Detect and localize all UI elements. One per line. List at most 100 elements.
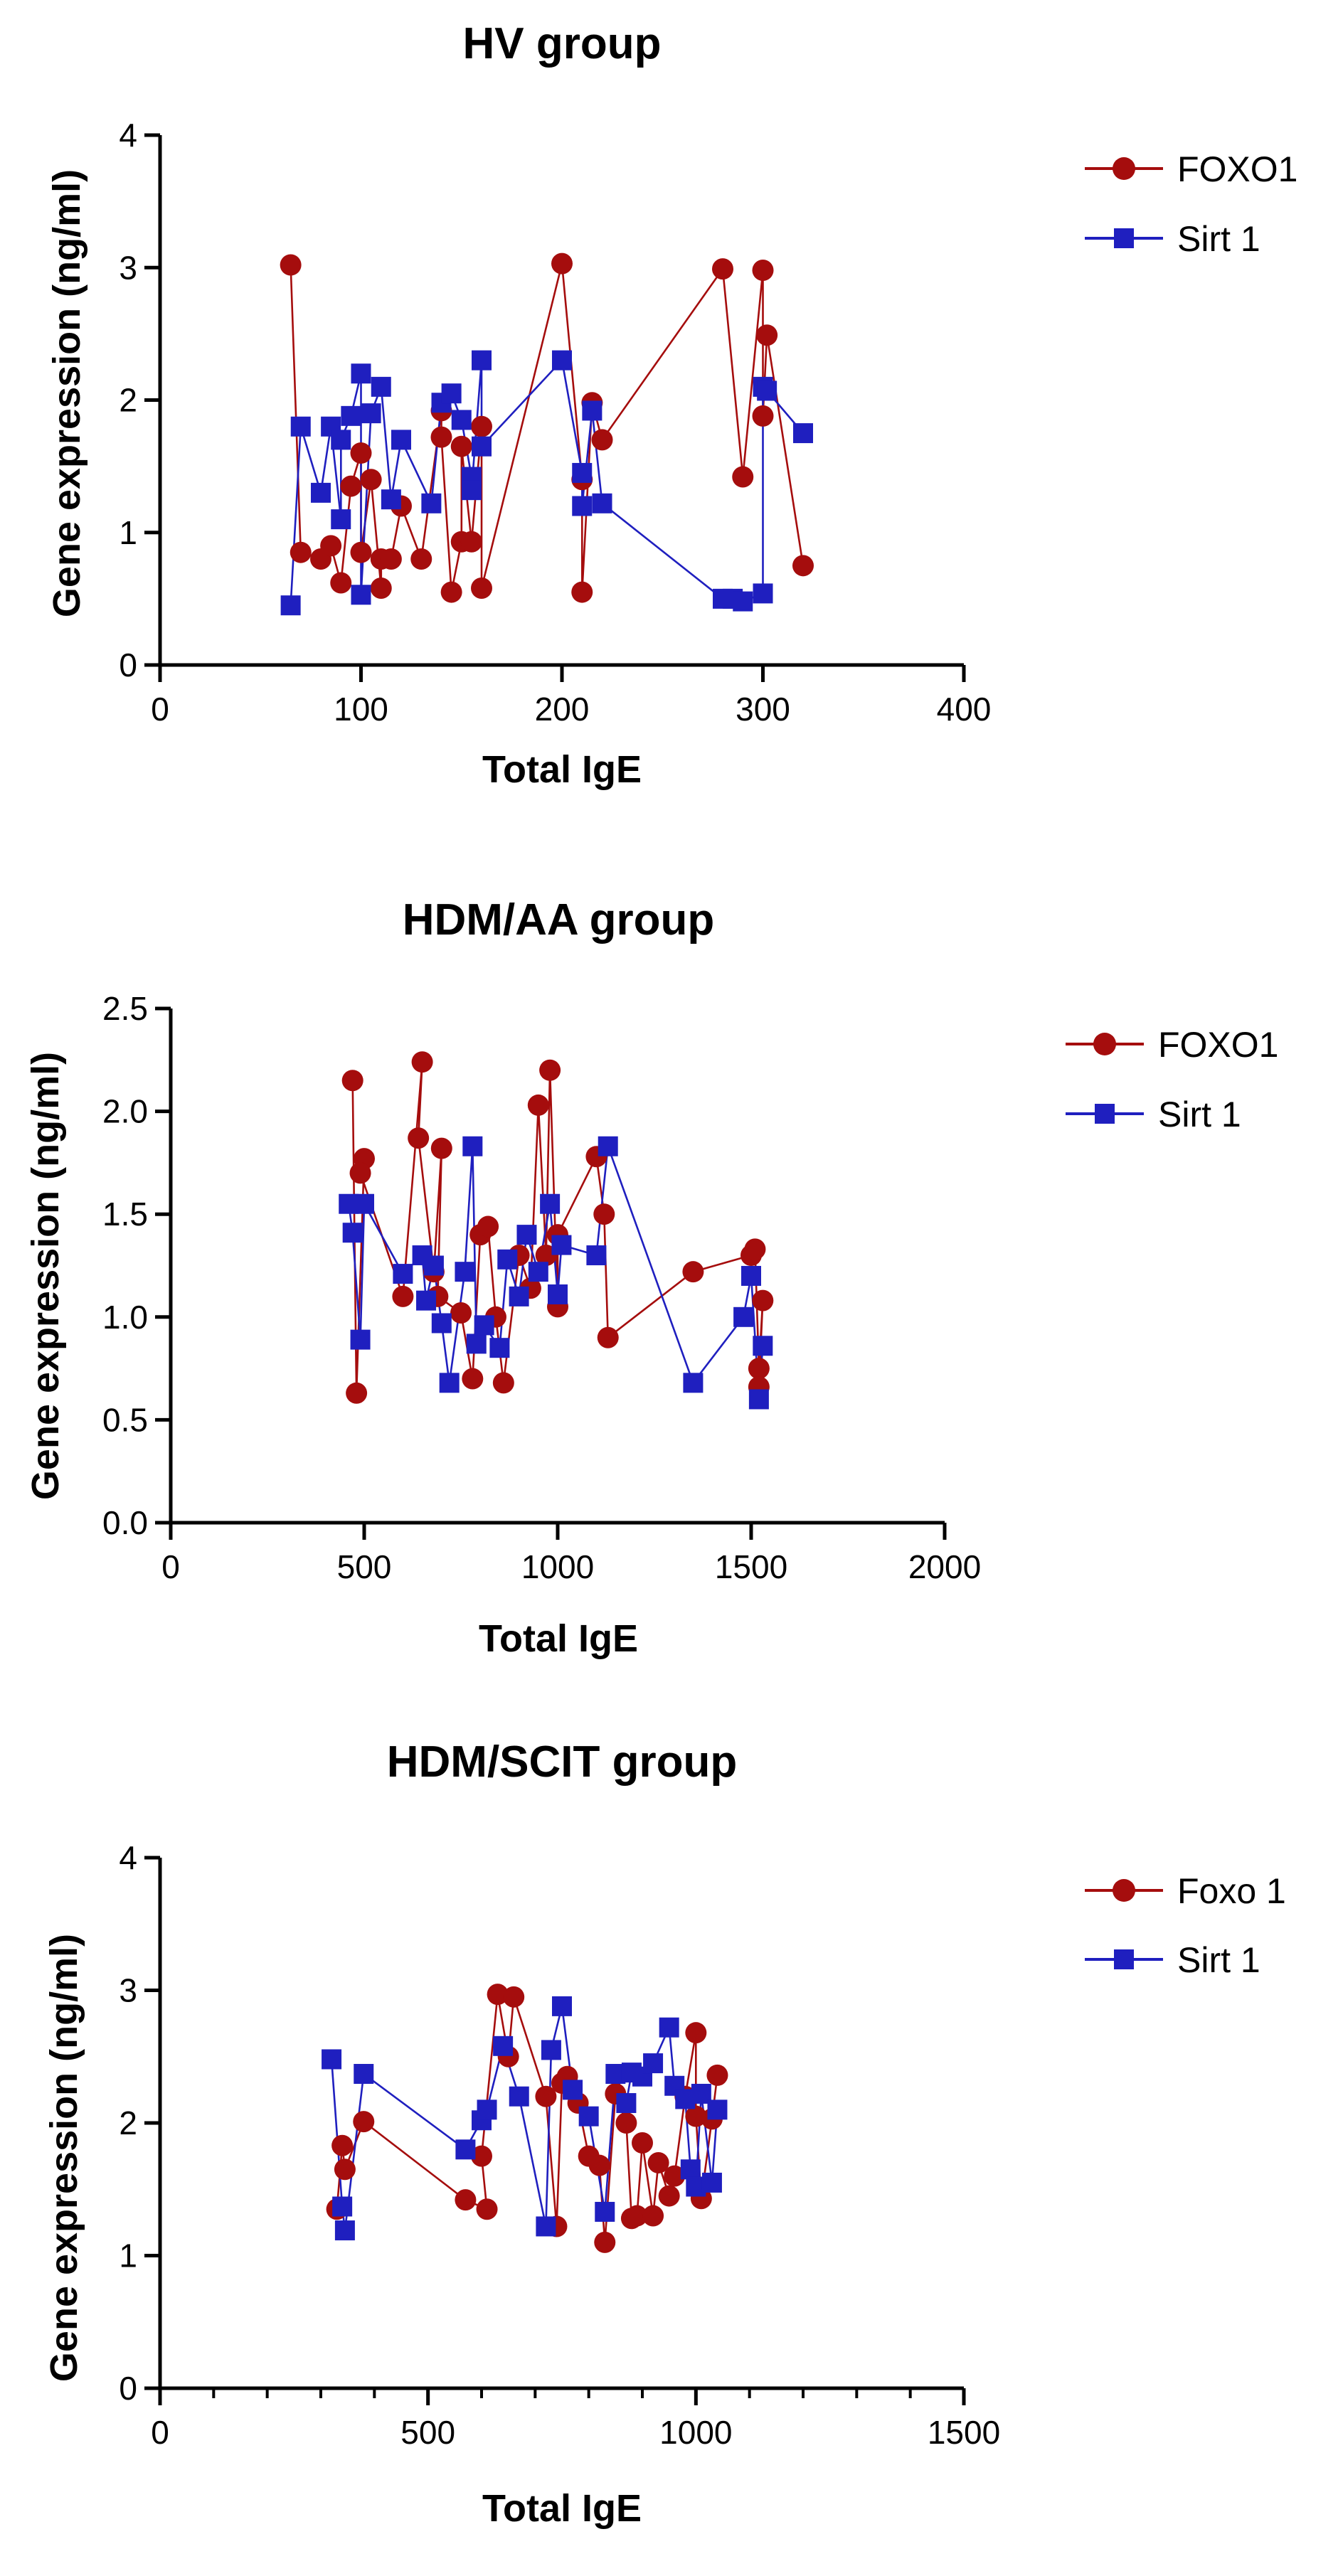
data-point-sirt1 bbox=[516, 1225, 537, 1245]
x-tick-label: 0 bbox=[161, 1548, 180, 1585]
data-point-foxo1 bbox=[588, 2154, 610, 2176]
data-point-sirt1 bbox=[572, 496, 593, 516]
chart-hdm-scit-group: HDM/SCIT group Gene expression (ng/ml) T… bbox=[43, 1737, 1286, 2530]
data-point-sirt1 bbox=[733, 1306, 754, 1327]
data-point-sirt1 bbox=[528, 1262, 548, 1282]
x-tick-label: 100 bbox=[334, 691, 388, 728]
data-point-foxo1 bbox=[752, 259, 774, 281]
legend-marker-foxo1 bbox=[1113, 157, 1135, 180]
data-point-sirt1 bbox=[477, 2099, 497, 2120]
legend-marker-sirt1 bbox=[1114, 1949, 1134, 1969]
data-point-sirt1 bbox=[733, 591, 753, 612]
data-point-foxo1 bbox=[471, 2145, 492, 2167]
legend-label-sirt1: Sirt 1 bbox=[1158, 1095, 1241, 1134]
legend-label-sirt1: Sirt 1 bbox=[1177, 1940, 1260, 1980]
y-tick-label: 4 bbox=[119, 117, 137, 154]
data-point-foxo1 bbox=[380, 548, 402, 570]
data-point-sirt1 bbox=[598, 1136, 618, 1156]
data-point-foxo1 bbox=[712, 258, 733, 280]
data-point-foxo1 bbox=[682, 1261, 704, 1283]
y-tick-label: 2.0 bbox=[102, 1093, 148, 1130]
series-line-foxo1 bbox=[290, 263, 805, 592]
data-point-foxo1 bbox=[594, 2231, 616, 2253]
data-point-foxo1 bbox=[535, 2085, 557, 2107]
data-point-foxo1 bbox=[752, 1289, 774, 1311]
legend-marker-foxo1 bbox=[1113, 1879, 1135, 1902]
data-point-foxo1 bbox=[632, 2131, 653, 2154]
data-point-foxo1 bbox=[460, 531, 482, 553]
data-point-foxo1 bbox=[455, 2189, 477, 2211]
y-tick-label: 0 bbox=[119, 2370, 137, 2407]
legend: Foxo 1 Sirt 1 bbox=[1085, 1871, 1286, 1980]
data-point-sirt1 bbox=[466, 1334, 487, 1354]
data-point-foxo1 bbox=[664, 2165, 686, 2187]
data-point-sirt1 bbox=[680, 2159, 701, 2180]
y-axis-label: Gene expression (ng/ml) bbox=[46, 169, 88, 617]
data-point-sirt1 bbox=[331, 430, 351, 450]
legend: FOXO1 Sirt 1 bbox=[1085, 149, 1297, 259]
data-point-foxo1 bbox=[280, 254, 302, 276]
data-point-sirt1 bbox=[509, 1286, 529, 1306]
data-point-sirt1 bbox=[548, 1284, 568, 1304]
y-axis-label: Gene expression (ng/ml) bbox=[24, 1052, 67, 1500]
data-point-foxo1 bbox=[615, 2112, 637, 2134]
data-point-sirt1 bbox=[455, 1262, 475, 1282]
data-point-foxo1 bbox=[492, 1372, 514, 1394]
data-point-sirt1 bbox=[416, 1290, 437, 1311]
chart-title: HDM/SCIT group bbox=[387, 1737, 738, 1787]
data-point-sirt1 bbox=[578, 2106, 599, 2127]
data-point-sirt1 bbox=[552, 350, 572, 371]
data-point-foxo1 bbox=[331, 2134, 354, 2156]
data-point-sirt1 bbox=[616, 2093, 637, 2114]
y-tick-label: 2 bbox=[119, 382, 137, 419]
data-point-foxo1 bbox=[503, 1986, 525, 2008]
x-tick-label: 0 bbox=[151, 691, 169, 728]
legend-marker-sirt1 bbox=[1114, 228, 1134, 248]
plot-area: 0 1 2 3 4 0 500 1000 1500 bbox=[119, 1839, 1000, 2451]
data-point-sirt1 bbox=[659, 2017, 679, 2038]
data-point-sirt1 bbox=[541, 2040, 561, 2060]
data-point-sirt1 bbox=[551, 1235, 572, 1255]
data-point-sirt1 bbox=[741, 1265, 761, 1286]
data-point-sirt1 bbox=[350, 1329, 371, 1350]
y-tick-label: 2.5 bbox=[102, 990, 148, 1027]
data-point-foxo1 bbox=[353, 2111, 375, 2133]
data-point-sirt1 bbox=[540, 1193, 561, 1214]
data-point-sirt1 bbox=[493, 2035, 514, 2056]
data-point-foxo1 bbox=[551, 252, 573, 275]
y-tick-label: 3 bbox=[119, 1972, 137, 2009]
data-point-sirt1 bbox=[455, 2139, 476, 2160]
data-point-foxo1 bbox=[744, 1238, 766, 1260]
chart-hv-group: HV group Gene expression (ng/ml) Total I… bbox=[46, 19, 1297, 791]
data-point-sirt1 bbox=[489, 1338, 510, 1358]
data-point-foxo1 bbox=[440, 581, 462, 603]
data-point-sirt1 bbox=[391, 430, 411, 450]
data-point-sirt1 bbox=[341, 405, 361, 426]
data-point-sirt1 bbox=[536, 2216, 556, 2237]
data-point-sirt1 bbox=[472, 436, 492, 457]
data-point-foxo1 bbox=[330, 572, 352, 594]
data-point-sirt1 bbox=[423, 1255, 444, 1276]
data-point-foxo1 bbox=[392, 1285, 414, 1307]
x-tick-label: 400 bbox=[937, 691, 992, 728]
legend-label-foxo1: Foxo 1 bbox=[1177, 1871, 1286, 1911]
data-point-sirt1 bbox=[563, 2080, 583, 2100]
plot-area: 0 1 2 3 4 0 100 200 300 400 bbox=[119, 117, 991, 728]
data-point-sirt1 bbox=[461, 480, 482, 501]
data-point-sirt1 bbox=[361, 403, 381, 424]
data-point-foxo1 bbox=[462, 1368, 484, 1390]
data-point-foxo1 bbox=[685, 2105, 707, 2127]
y-tick-label: 4 bbox=[119, 1839, 137, 1876]
y-tick-label: 0.5 bbox=[102, 1401, 148, 1438]
data-point-foxo1 bbox=[349, 1162, 371, 1184]
data-point-foxo1 bbox=[642, 2205, 664, 2227]
data-point-sirt1 bbox=[582, 400, 603, 421]
x-tick-label: 2000 bbox=[908, 1548, 981, 1585]
data-point-sirt1 bbox=[421, 493, 442, 513]
data-point-sirt1 bbox=[753, 1336, 773, 1356]
data-point-sirt1 bbox=[572, 462, 593, 483]
data-point-foxo1 bbox=[732, 466, 754, 488]
data-point-sirt1 bbox=[322, 2049, 342, 2070]
chart-title: HV group bbox=[463, 19, 662, 68]
